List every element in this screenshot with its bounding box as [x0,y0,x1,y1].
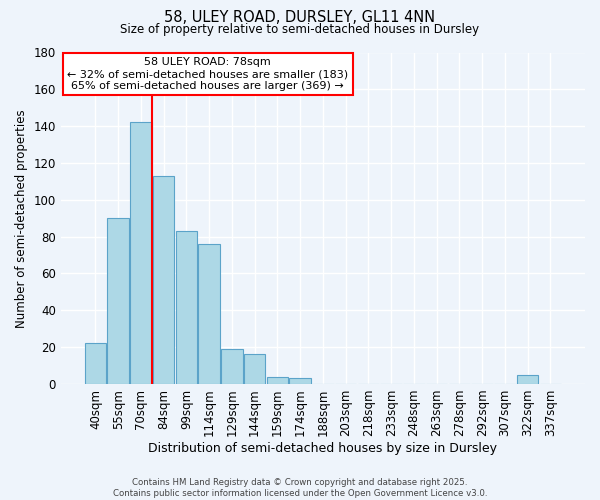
Y-axis label: Number of semi-detached properties: Number of semi-detached properties [15,109,28,328]
Bar [266,376,288,384]
Bar [221,349,243,384]
Bar [199,244,220,384]
Bar [244,354,265,384]
Text: 58, ULEY ROAD, DURSLEY, GL11 4NN: 58, ULEY ROAD, DURSLEY, GL11 4NN [164,10,436,25]
Bar [85,344,106,384]
Bar [289,378,311,384]
Bar [176,231,197,384]
Bar [153,176,175,384]
Text: 58 ULEY ROAD: 78sqm
← 32% of semi-detached houses are smaller (183)
65% of semi-: 58 ULEY ROAD: 78sqm ← 32% of semi-detach… [67,58,348,90]
Text: Size of property relative to semi-detached houses in Dursley: Size of property relative to semi-detach… [121,22,479,36]
Bar [517,375,538,384]
Text: Contains HM Land Registry data © Crown copyright and database right 2025.
Contai: Contains HM Land Registry data © Crown c… [113,478,487,498]
Bar [130,122,152,384]
X-axis label: Distribution of semi-detached houses by size in Dursley: Distribution of semi-detached houses by … [148,442,497,455]
Bar [107,218,129,384]
